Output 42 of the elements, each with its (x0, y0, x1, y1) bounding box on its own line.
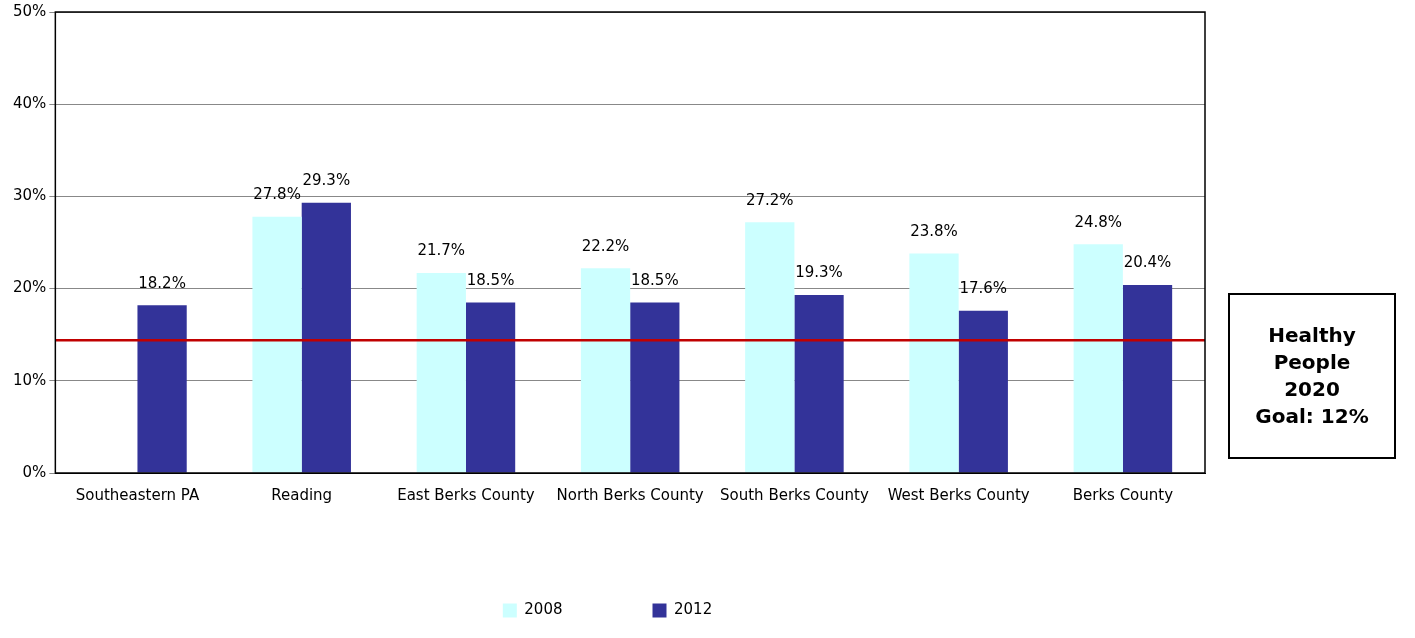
data-label: 29.3% (302, 171, 351, 190)
data-label: 23.8% (910, 221, 958, 240)
y-tick-label: 50% (13, 1, 47, 20)
text: Healthy People 2020 Goal: 12% (1228, 293, 1396, 459)
data-label: 24.8% (1074, 212, 1123, 231)
bar (416, 272, 466, 473)
x-tick-label: North Berks County (556, 485, 704, 504)
bar (909, 253, 959, 473)
x-tick-label: Berks County (1072, 485, 1174, 504)
data-label: 21.7% (417, 241, 466, 260)
x-tick-label: Southeastern PA (75, 485, 200, 504)
data-label: 20.4% (1123, 253, 1172, 272)
y-tick-label: 40% (13, 94, 47, 113)
y-tick-label: 0% (22, 462, 47, 481)
x-tick-label: South Berks County (720, 485, 869, 504)
data-label: 22.2% (581, 236, 630, 255)
bar (794, 295, 844, 473)
data-label: 19.3% (795, 263, 843, 282)
y-tick-label: 10% (13, 370, 47, 389)
bar (1122, 284, 1173, 473)
bar (958, 310, 1008, 473)
legend-label: 2012 (674, 600, 713, 619)
bar (630, 302, 680, 473)
data-label: 27.8% (253, 185, 301, 204)
bar (252, 216, 302, 473)
data-label: 18.2% (138, 273, 186, 292)
data-label: 18.5% (466, 270, 515, 289)
x-tick-label: Reading (271, 485, 333, 504)
y-tick-label: 20% (13, 278, 47, 297)
data-label: 17.6% (959, 279, 1008, 298)
data-label: 18.5% (630, 270, 679, 289)
bar (745, 222, 795, 473)
legend-label: 2008 (524, 600, 563, 619)
y-tick-label: 30% (13, 186, 47, 205)
data-label: 27.2% (745, 190, 794, 209)
bar (580, 268, 631, 473)
x-tick-label: West Berks County (887, 485, 1030, 504)
bar (301, 202, 351, 473)
bar (137, 305, 187, 473)
bar (1073, 244, 1123, 473)
x-tick-label: East Berks County (397, 485, 535, 504)
bar (465, 302, 516, 473)
